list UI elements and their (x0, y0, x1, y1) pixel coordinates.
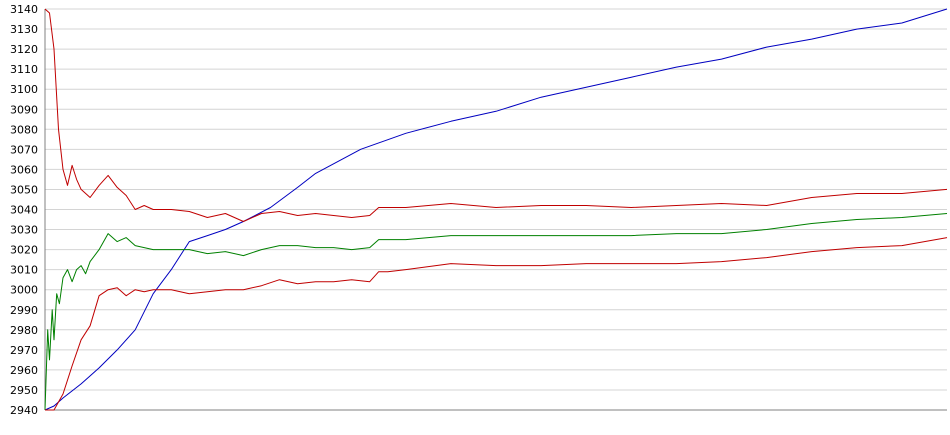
y-tick-label: 3100 (10, 83, 38, 96)
y-tick-label: 3040 (10, 204, 38, 217)
series-lines (44, 8, 948, 411)
gridlines (45, 8, 947, 411)
y-tick-label: 3070 (10, 143, 38, 156)
y-tick-label: 2940 (10, 404, 38, 417)
series-line-2 (44, 8, 948, 222)
y-tick-label: 3080 (10, 123, 38, 136)
y-tick-label: 3050 (10, 183, 38, 196)
y-tick-label: 3010 (10, 264, 38, 277)
y-tick-label: 2960 (10, 364, 38, 377)
series-line-3 (44, 213, 948, 411)
y-tick-label: 2950 (10, 384, 38, 397)
y-tick-label: 3140 (10, 3, 38, 16)
y-tick-label: 3110 (10, 63, 38, 76)
series-line-4 (45, 237, 948, 411)
axes (44, 9, 947, 411)
y-tick-label: 3060 (10, 163, 38, 176)
y-tick-label: 2990 (10, 304, 38, 317)
y-tick-label: 3120 (10, 43, 38, 56)
y-tick-labels: 2940 2950 2960 2970 2980 2990 3000 3010 3020 3030… (10, 3, 38, 417)
y-tick-label: 3090 (10, 103, 38, 116)
series-line-1 (44, 8, 948, 411)
y-tick-label: 2970 (10, 344, 38, 357)
y-tick-label: 3030 (10, 224, 38, 237)
y-tick-label: 3130 (10, 23, 38, 36)
y-tick-label: 3000 (10, 284, 38, 297)
y-tick-label: 3020 (10, 244, 38, 257)
y-tick-label: 2980 (10, 324, 38, 337)
